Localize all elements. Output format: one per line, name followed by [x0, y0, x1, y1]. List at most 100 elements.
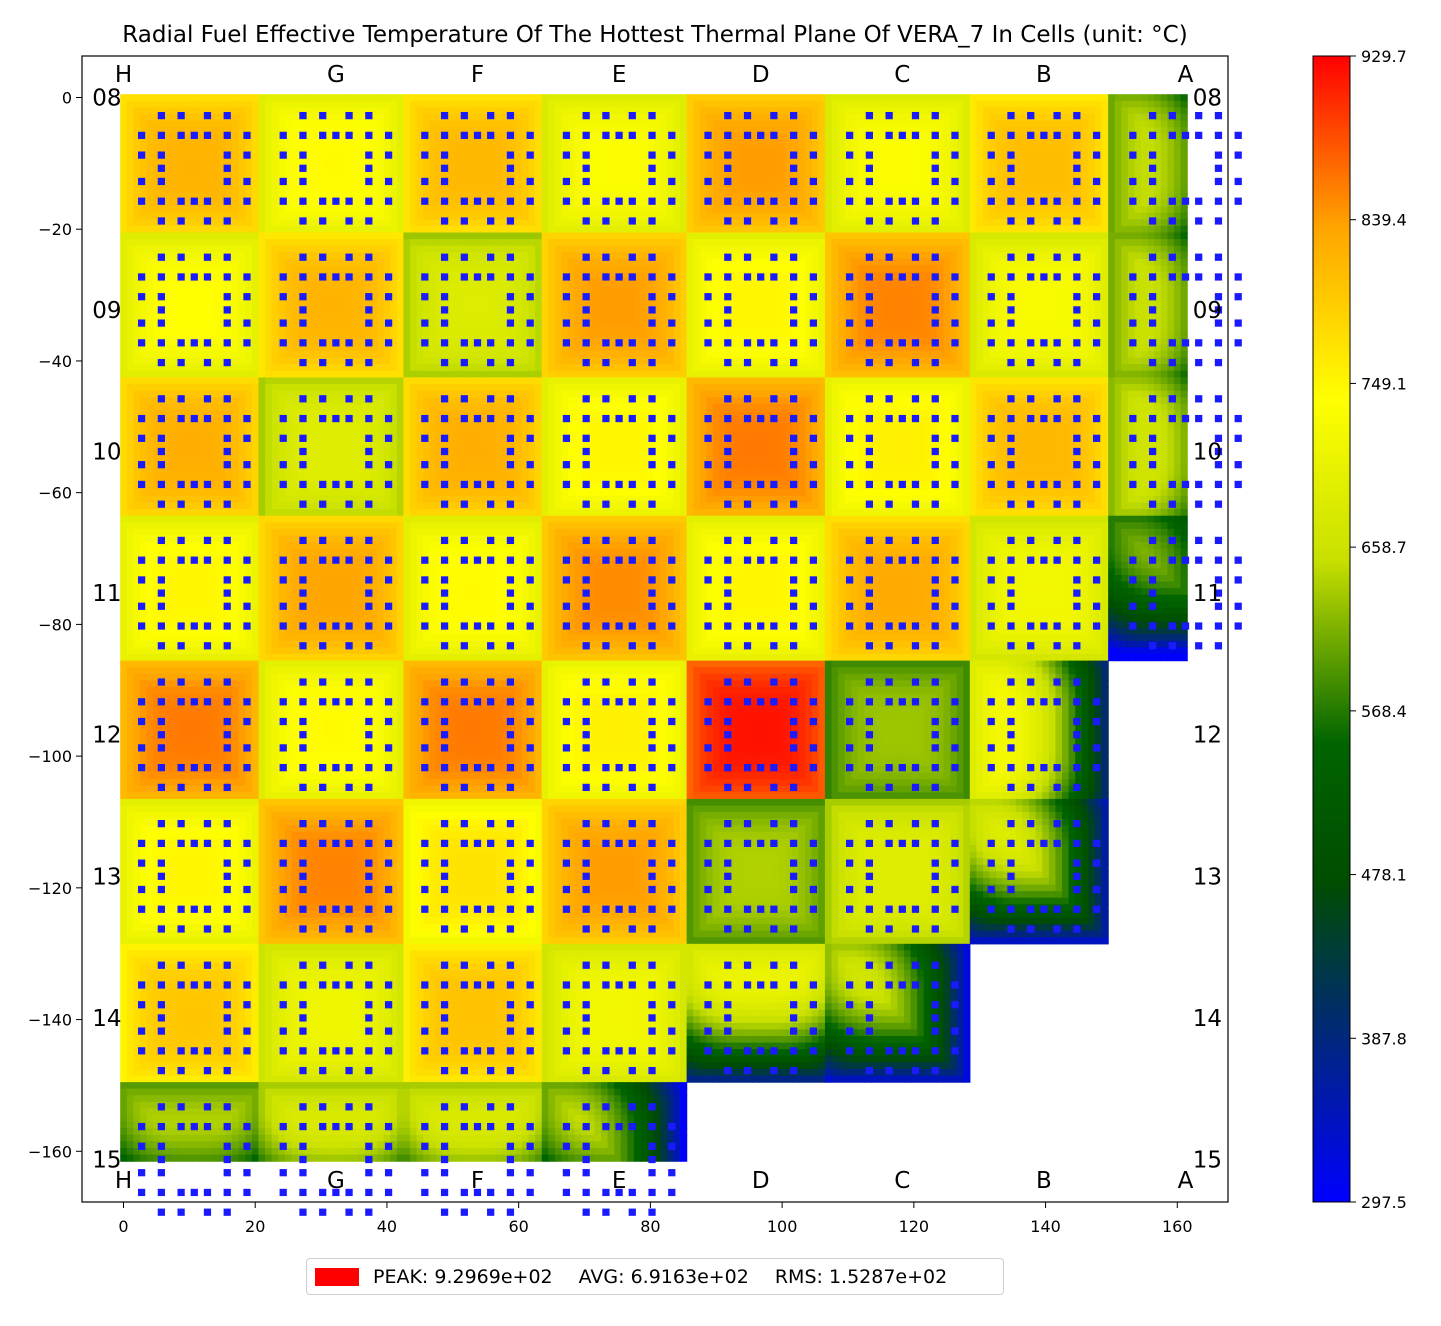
pin-marker [563, 886, 570, 893]
pin-marker [158, 273, 165, 280]
pin-marker [527, 840, 534, 847]
pin-marker [932, 435, 939, 442]
pin-marker [563, 981, 570, 988]
pin-marker [365, 1047, 372, 1054]
pin-marker [1129, 481, 1136, 488]
pin-marker [507, 1156, 514, 1163]
pin-marker [365, 731, 372, 738]
pin-marker [988, 339, 995, 346]
pin-marker [932, 1047, 939, 1054]
pin-marker [724, 217, 731, 224]
pin-marker [1195, 339, 1202, 346]
pin-marker [385, 198, 392, 205]
pin-marker [1215, 359, 1222, 366]
pin-marker [951, 622, 958, 629]
pin-marker [527, 132, 534, 139]
colorbar-tick-label: 929.7 [1361, 47, 1407, 66]
pin-marker [951, 764, 958, 771]
pin-marker [866, 1047, 873, 1054]
pin-marker [1053, 254, 1060, 261]
pin-marker [204, 925, 211, 932]
pin-marker [224, 198, 231, 205]
pin-marker [602, 1067, 609, 1074]
pin-marker [866, 962, 873, 969]
pin-marker [332, 132, 339, 139]
pin-marker [912, 678, 919, 685]
pin-marker [280, 319, 287, 326]
pin-marker [583, 461, 590, 468]
pin-marker [1007, 198, 1014, 205]
pin-marker [1007, 217, 1014, 224]
pin-marker [563, 576, 570, 583]
pin-marker [487, 198, 494, 205]
pin-marker [138, 840, 145, 847]
pin-marker [668, 981, 675, 988]
pin-marker [138, 744, 145, 751]
pin-marker [648, 448, 655, 455]
pin-marker [1007, 132, 1014, 139]
pin-marker [158, 1156, 165, 1163]
pin-marker [629, 1209, 636, 1216]
pin-marker [1215, 501, 1222, 508]
pin-marker [441, 718, 448, 725]
pin-marker [461, 254, 468, 261]
pin-marker [668, 415, 675, 422]
pin-marker [1053, 273, 1060, 280]
pin-marker [299, 589, 306, 596]
pin-marker [668, 860, 675, 867]
pin-marker [224, 622, 231, 629]
pin-marker [602, 925, 609, 932]
pin-marker [527, 293, 534, 300]
pin-marker [724, 698, 731, 705]
pin-marker [846, 1001, 853, 1008]
pin-marker [668, 132, 675, 139]
pin-marker [704, 981, 711, 988]
pin-marker [507, 860, 514, 867]
pin-marker [912, 198, 919, 205]
pin-marker [421, 698, 428, 705]
pin-marker [757, 622, 764, 629]
pin-marker [615, 1123, 622, 1130]
pin-marker [527, 744, 534, 751]
pin-marker [583, 678, 590, 685]
pin-marker [224, 435, 231, 442]
pin-marker [421, 1123, 428, 1130]
pin-marker [191, 840, 198, 847]
pin-marker [1169, 198, 1176, 205]
pin-marker [441, 435, 448, 442]
pin-marker [932, 731, 939, 738]
pin-marker [319, 962, 326, 969]
pin-marker [648, 306, 655, 313]
pin-marker [790, 731, 797, 738]
pin-marker [487, 698, 494, 705]
pin-marker [299, 873, 306, 880]
pin-marker [648, 1209, 655, 1216]
pin-marker [299, 731, 306, 738]
pin-marker [224, 152, 231, 159]
pin-marker [461, 1189, 468, 1196]
pin-marker [932, 744, 939, 751]
pin-marker [474, 981, 481, 988]
pin-marker [583, 1067, 590, 1074]
pin-marker [224, 744, 231, 751]
pin-marker [1073, 731, 1080, 738]
pin-marker [668, 1123, 675, 1130]
pin-marker [770, 764, 777, 771]
pin-marker [648, 698, 655, 705]
pin-marker [724, 339, 731, 346]
pin-marker [648, 217, 655, 224]
pin-marker [385, 576, 392, 583]
pin-marker [345, 642, 352, 649]
pin-marker [1129, 603, 1136, 610]
pin-marker [487, 415, 494, 422]
pin-marker [441, 501, 448, 508]
pin-marker [474, 273, 481, 280]
pin-marker [563, 764, 570, 771]
pin-marker [846, 981, 853, 988]
pin-marker [385, 152, 392, 159]
pin-marker [810, 152, 817, 159]
pin-marker [951, 339, 958, 346]
pin-marker [724, 589, 731, 596]
pin-marker [912, 395, 919, 402]
pin-marker [790, 820, 797, 827]
